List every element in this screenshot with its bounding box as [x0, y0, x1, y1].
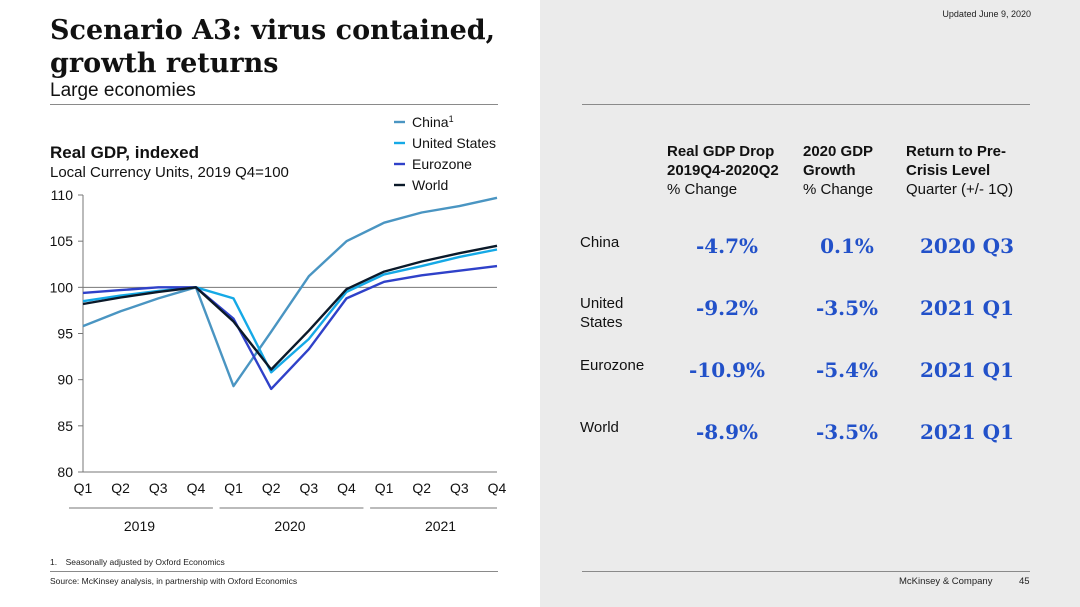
series-line-united-states — [82, 248, 498, 374]
x-tick-label: Q4 — [488, 480, 507, 496]
row-label-united-states: United States — [580, 295, 624, 331]
x-tick-label: Q2 — [111, 480, 130, 496]
y-tick-label: 100 — [50, 279, 74, 295]
x-tick-label: Q3 — [299, 480, 318, 496]
slide-subtitle: Large economies — [50, 80, 196, 101]
cell-eurozone-drop: -10.9% — [688, 358, 765, 382]
footnote-rule — [50, 571, 498, 572]
x-tick-label: Q2 — [412, 480, 431, 496]
source-note: Source: McKinsey analysis, in partnershi… — [50, 576, 298, 586]
page-number: 45 — [1019, 576, 1030, 587]
y-tick-label: 110 — [51, 187, 74, 203]
cell-world-return: 2021 Q1 — [920, 420, 1014, 444]
x-tick-label: Q3 — [149, 480, 168, 496]
table-header-gdp-drop: Real GDP Drop 2019Q4-2020Q2 % Change — [667, 143, 779, 198]
cell-china-growth: 0.1% — [820, 234, 874, 258]
row-label-eurozone: Eurozone — [580, 357, 645, 374]
cell-eurozone-return: 2021 Q1 — [920, 358, 1014, 382]
cell-china-return: 2020 Q3 — [920, 234, 1014, 258]
table-header-gdp-growth: 2020 GDP Growth % Change — [803, 143, 874, 198]
chart-subtitle: Local Currency Units, 2019 Q4=100 — [50, 164, 289, 181]
series-line-eurozone — [82, 264, 498, 391]
y-tick-label: 85 — [57, 418, 73, 434]
header-rule-left — [50, 104, 498, 105]
x-tick-label: Q1 — [375, 480, 394, 496]
table-header-return: Return to Pre- Crisis Level Quarter (+/-… — [906, 143, 1014, 198]
x-tick-label: Q4 — [187, 480, 206, 496]
cell-us-return: 2021 Q1 — [920, 296, 1014, 320]
chart-title: Real GDP, indexed — [50, 143, 199, 162]
y-tick-label: 95 — [57, 326, 73, 342]
legend-label: United States — [412, 135, 496, 151]
cell-china-drop: -4.7% — [695, 234, 759, 258]
year-group-label: 2021 — [425, 518, 456, 534]
y-tick-label: 80 — [57, 464, 73, 480]
legend-label: Eurozone — [412, 156, 472, 172]
row-label-world: World — [580, 419, 619, 436]
right-panel — [540, 0, 1080, 607]
slide-title: Scenario A3: virus contained, growth ret… — [50, 15, 496, 79]
footnote: 1. Seasonally adjusted by Oxford Economi… — [50, 557, 225, 567]
x-tick-label: Q4 — [337, 480, 356, 496]
gdp-line-chart: Real GDP, indexed Local Currency Units, 2… — [50, 114, 507, 534]
series-line-china — [82, 196, 498, 388]
footer-rule-right — [582, 571, 1030, 572]
y-tick-label: 105 — [50, 233, 74, 249]
company-name: McKinsey & Company — [899, 576, 993, 587]
x-tick-label: Q1 — [224, 480, 243, 496]
y-tick-label: 90 — [57, 372, 73, 388]
cell-eurozone-growth: -5.4% — [815, 358, 879, 382]
cell-world-drop: -8.9% — [695, 420, 759, 444]
cell-us-growth: -3.5% — [815, 296, 879, 320]
cell-world-growth: -3.5% — [815, 420, 879, 444]
cell-us-drop: -9.2% — [695, 296, 759, 320]
x-tick-label: Q2 — [262, 480, 281, 496]
year-group-label: 2020 — [274, 518, 305, 534]
legend-label: World — [412, 177, 448, 193]
x-tick-label: Q3 — [450, 480, 469, 496]
updated-date: Updated June 9, 2020 — [942, 9, 1031, 19]
row-label-china: China — [580, 234, 620, 251]
legend-footnote-marker: 1 — [449, 114, 454, 124]
legend-label: China1 — [412, 114, 454, 130]
year-group-label: 2019 — [124, 518, 155, 534]
header-rule-right — [582, 104, 1030, 105]
x-tick-label: Q1 — [74, 480, 93, 496]
series-line-world — [82, 244, 498, 371]
